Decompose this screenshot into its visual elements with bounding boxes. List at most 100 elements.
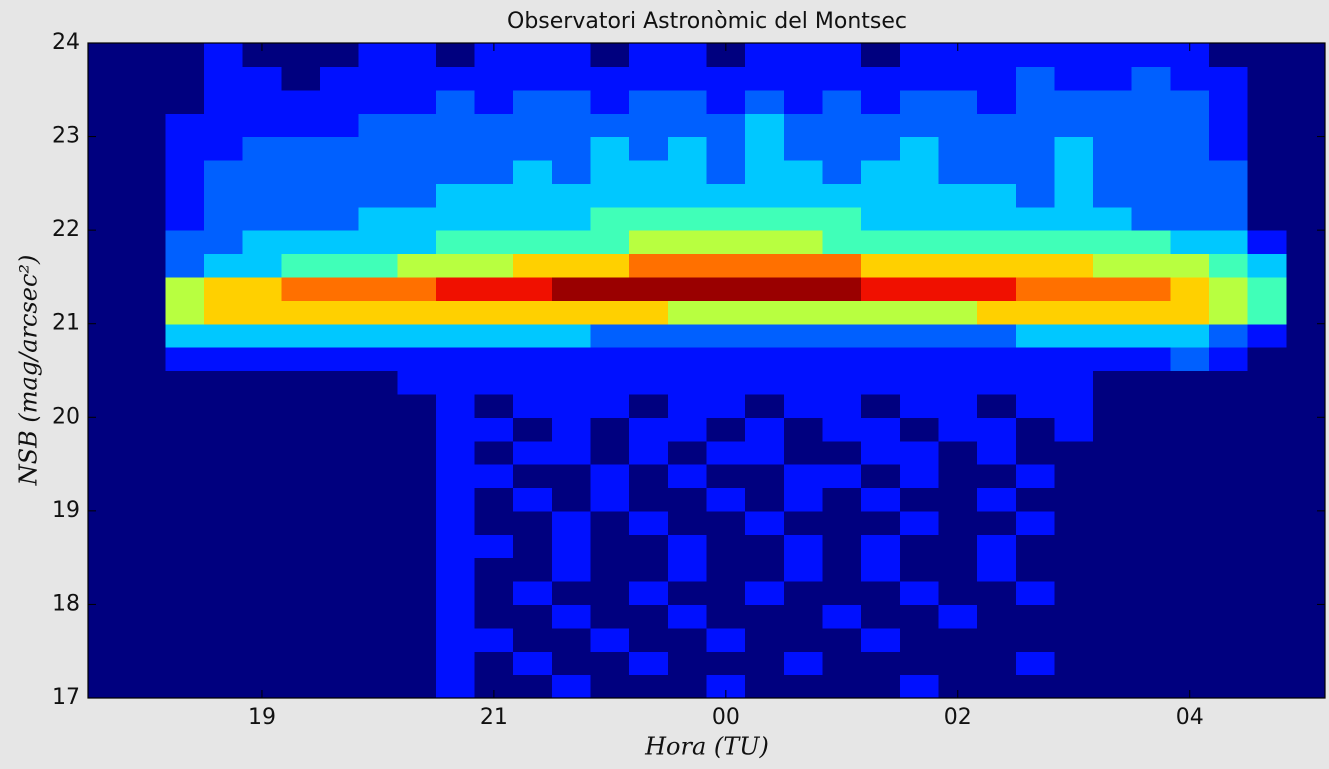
heat-cell [242,159,282,184]
heat-cell [1247,323,1287,348]
heat-cell [435,276,476,301]
heat-cell [1247,510,1287,535]
heat-cell [629,651,669,676]
heat-cell [1054,417,1094,442]
heat-cell [435,159,476,184]
heat-cell [242,230,282,255]
heat-cell [126,674,166,699]
heat-cell [1170,159,1210,184]
heat-cell [474,89,514,114]
heat-cell [88,89,128,114]
heat-cell [899,604,940,629]
heat-cell [358,393,398,418]
heat-cell [1209,347,1249,372]
heat-cell [667,183,708,208]
heat-cell [88,276,128,301]
heat-cell [281,534,321,559]
heat-cell [1015,253,1056,278]
heat-cell [745,323,785,348]
heat-cell [242,604,282,629]
heat-cell [1131,440,1171,465]
heat-cell [590,159,630,184]
heat-cell [281,206,321,231]
heat-cell [861,510,901,535]
heat-cell [126,393,166,418]
heat-cell [435,534,476,559]
heat-cell [667,206,708,231]
heat-cell [667,347,708,372]
heat-cell [977,417,1017,442]
heat-cell [203,370,244,395]
heat-cell [281,159,321,184]
heat-cell [551,136,592,161]
heat-cell [1054,300,1094,325]
heat-cell [938,557,978,582]
heat-cell [242,43,282,67]
heat-cell [88,323,128,348]
heat-cell [899,674,940,699]
heat-cell [1131,183,1171,208]
heat-cell [1286,276,1326,301]
heat-cell [358,159,398,184]
heat-cell [706,183,746,208]
heat-cell [822,604,862,629]
heat-cell [706,206,746,231]
heat-cell [629,347,669,372]
heat-cell [899,651,940,676]
heat-cell [126,230,166,255]
heat-cell [1093,113,1133,138]
heat-cell [667,581,708,606]
heat-cell [551,276,592,301]
heat-cell [474,253,514,278]
heat-cell [938,440,978,465]
heat-cell [667,651,708,676]
heat-cell [1286,557,1326,582]
heat-cell [629,136,669,161]
heat-cell [358,370,398,395]
heat-cell [1093,183,1133,208]
heat-cell [435,323,476,348]
heat-cell [861,487,901,512]
heat-cell [667,674,708,699]
heat-cell [1247,183,1287,208]
heat-cell [629,276,669,301]
heat-cell [1247,206,1287,231]
heat-cell [783,627,824,652]
heat-cell [165,604,205,629]
heat-cell [783,136,824,161]
heat-cell [513,276,553,301]
heat-cell [1170,276,1210,301]
heat-cell [590,581,630,606]
heat-cell [1093,464,1133,489]
heat-cell [397,674,437,699]
heat-cell [977,230,1017,255]
heat-cell [242,487,282,512]
heat-cell [783,370,824,395]
heat-cell [745,113,785,138]
heat-cell [706,43,746,67]
heat-cell [1015,43,1056,67]
heat-cell [474,66,514,91]
heat-cell [281,651,321,676]
y-tick-label: 17 [52,685,80,710]
heat-cell [629,581,669,606]
heat-cell [1209,627,1249,652]
heat-cell [861,417,901,442]
heat-cell [203,276,244,301]
heat-cell [899,347,940,372]
heat-cell [1015,66,1056,91]
heat-cell [977,557,1017,582]
heat-cell [1286,323,1326,348]
heat-cell [899,510,940,535]
heat-cell [977,581,1017,606]
heat-cell [435,300,476,325]
heat-cell [474,440,514,465]
heat-cell [165,651,205,676]
heat-cell [88,604,128,629]
heat-cell [1170,300,1210,325]
heat-cell [435,651,476,676]
heat-cell [822,651,862,676]
heat-cell [1093,230,1133,255]
heat-cell [899,487,940,512]
